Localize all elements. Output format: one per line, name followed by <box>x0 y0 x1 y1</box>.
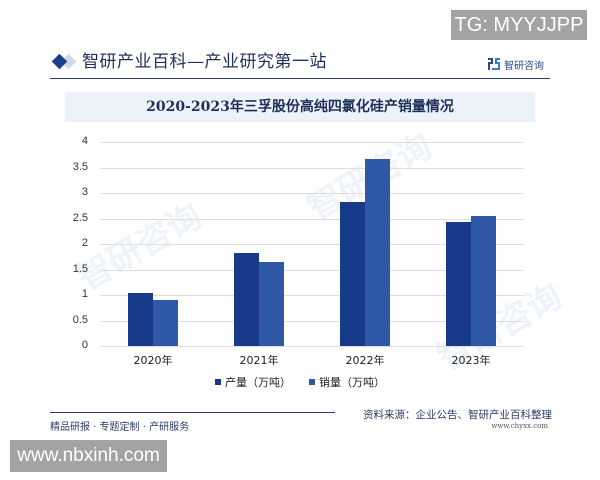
y-tick-label: 4 <box>81 135 88 147</box>
chyxx-logo-icon <box>488 58 500 70</box>
y-tick-label: 3 <box>81 186 88 198</box>
gridline <box>100 142 524 143</box>
gridline <box>100 295 524 296</box>
gridline <box>100 244 524 245</box>
bar-production-2022年 <box>340 202 365 346</box>
legend-item-sales: 销量（万吨） <box>309 374 385 390</box>
x-tick-label: 2022年 <box>345 354 385 367</box>
legend: 产量（万吨） 销量（万吨） <box>0 374 600 390</box>
bar-sales-2023年 <box>471 215 496 346</box>
bar-sales-2022年 <box>365 158 390 346</box>
footer-tagline: 精品研报 · 专题定制 · 产研服务 <box>50 422 190 433</box>
bar-sales-2020年 <box>153 300 178 346</box>
y-tick-label: 1.5 <box>72 262 88 275</box>
gridline <box>100 167 524 169</box>
y-tick-label: 2.5 <box>72 211 88 224</box>
page-header: 智研产业百科—产业研究第一站 <box>50 50 560 78</box>
legend-swatch-production <box>215 379 221 385</box>
bar-production-2023年 <box>446 222 471 346</box>
footer-url: www.chyxx.com <box>491 422 548 430</box>
header-title: 智研产业百科—产业研究第一站 <box>82 52 327 72</box>
brand-logo: 智研咨询 <box>488 56 544 72</box>
chart-title: 2020-2023年三孚股份高纯四氯化硅产销量情况 <box>146 99 454 115</box>
watermark-label-top: TG: MYYJJPP <box>451 10 587 40</box>
gridline <box>100 346 524 347</box>
legend-label-sales: 销量（万吨） <box>319 376 385 389</box>
gridline <box>100 320 524 322</box>
y-tick-label: 2 <box>81 237 88 249</box>
y-tick-label: 0 <box>81 339 88 351</box>
y-tick-label: 3.5 <box>72 160 88 173</box>
gridline <box>100 218 524 220</box>
chart-title-band: 2020-2023年三孚股份高纯四氯化硅产销量情况 <box>65 92 535 122</box>
legend-swatch-sales <box>309 379 315 385</box>
legend-label-production: 产量（万吨） <box>225 376 291 389</box>
header-divider <box>50 78 550 79</box>
bar-sales-2021年 <box>259 261 284 346</box>
gridline <box>100 269 524 271</box>
x-tick-label: 2020年 <box>133 354 173 367</box>
x-tick-label: 2021年 <box>239 354 279 367</box>
plot-area <box>100 142 524 347</box>
bar-production-2021年 <box>234 253 259 346</box>
legend-item-production: 产量（万吨） <box>215 374 291 390</box>
brand-name: 智研咨询 <box>504 60 544 72</box>
x-tick-label: 2023年 <box>451 354 491 367</box>
watermark-label-bottom: www.nbxinh.com <box>10 440 167 472</box>
footer-source: 资料来源：企业公告、智研产业百科整理 <box>363 409 552 421</box>
bar-production-2020年 <box>128 292 153 346</box>
y-tick-label: 0.5 <box>72 313 88 326</box>
y-tick-label: 1 <box>81 288 88 300</box>
gridline <box>100 193 524 194</box>
footer-divider <box>50 412 335 413</box>
